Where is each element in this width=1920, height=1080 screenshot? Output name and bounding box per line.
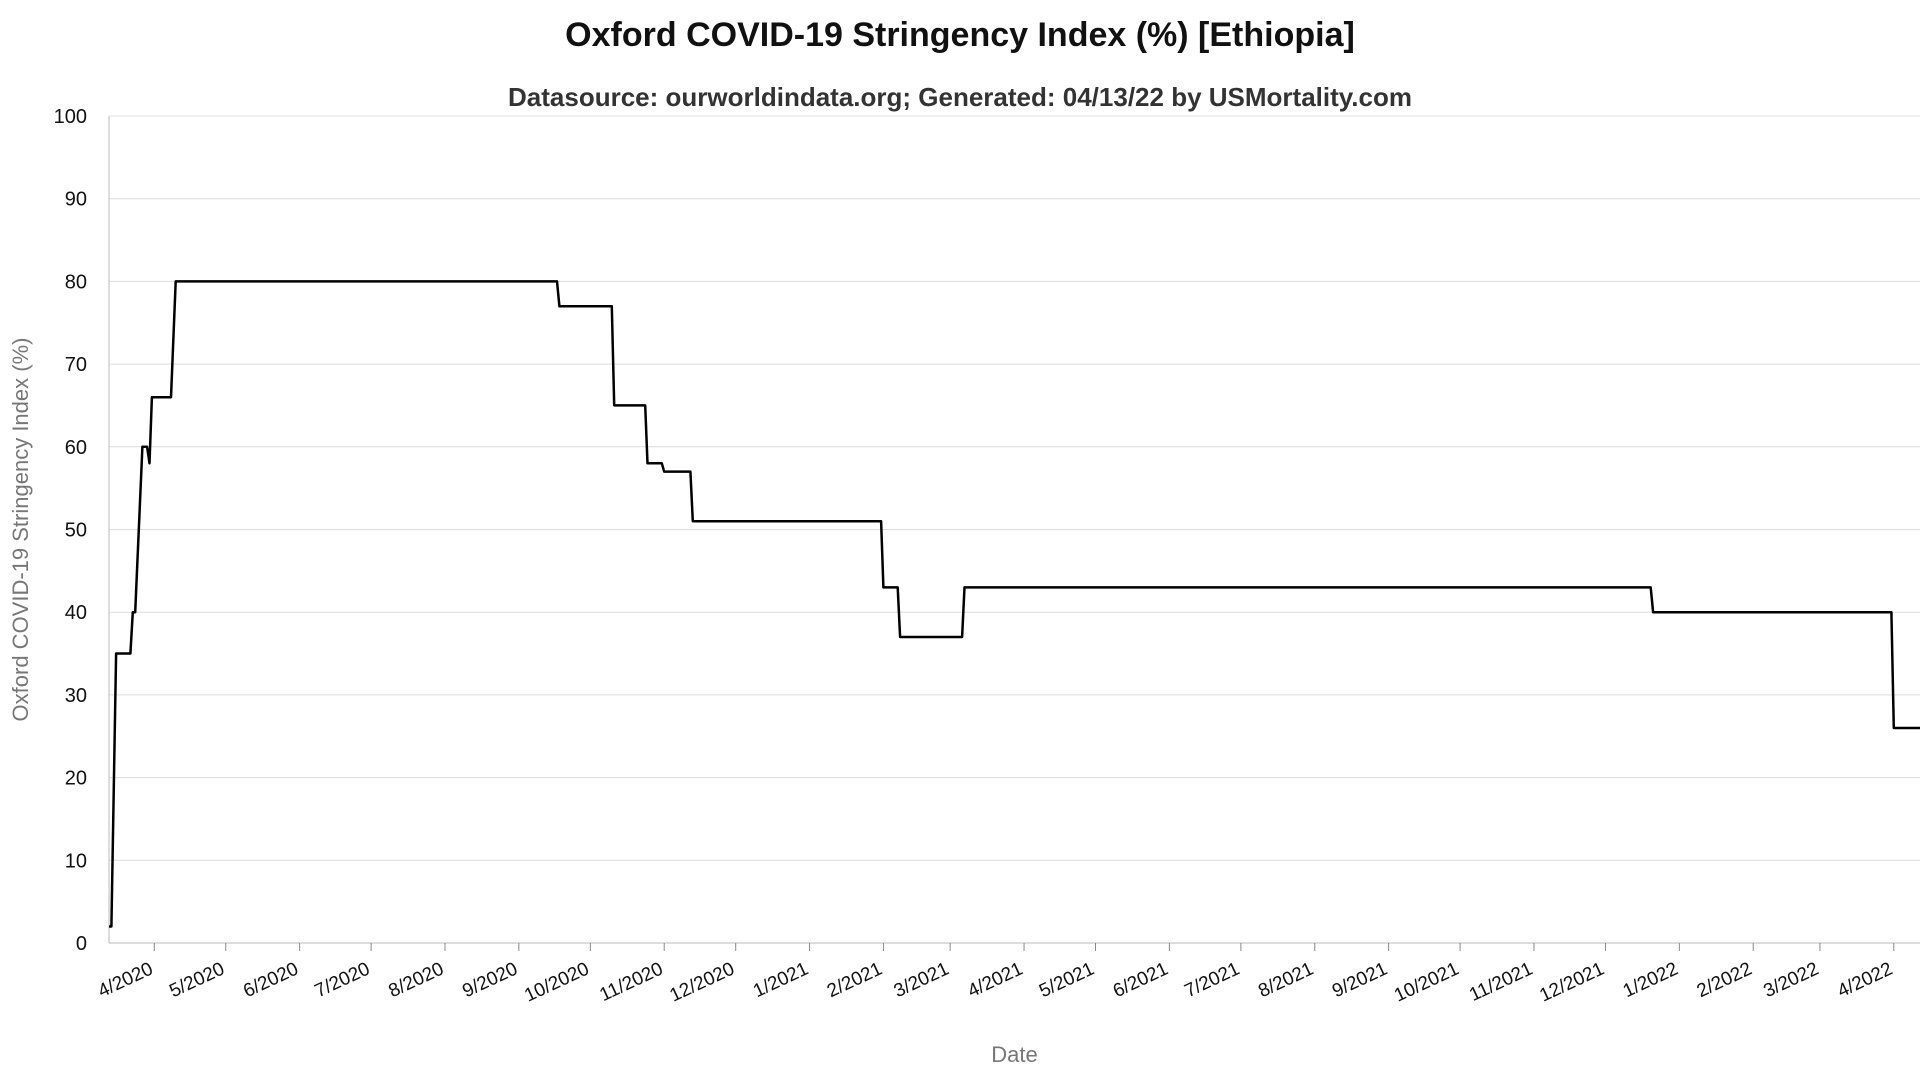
x-tick-label: 12/2020 xyxy=(667,958,738,1006)
y-tick-label: 80 xyxy=(65,271,87,293)
axes-layer xyxy=(108,116,1920,944)
chart-subtitle: Datasource: ourworldindata.org; Generate… xyxy=(508,82,1412,112)
y-tick-label: 60 xyxy=(65,437,87,459)
y-axis-title: Oxford COVID-19 Stringency Index (%) xyxy=(8,338,33,722)
y-tick-label: 30 xyxy=(65,685,87,707)
series-layer xyxy=(109,280,1920,928)
x-tick-label: 8/2021 xyxy=(1255,958,1317,1002)
y-tick-label: 40 xyxy=(65,602,87,624)
x-tick-label: 5/2020 xyxy=(166,958,228,1002)
x-ticks: 4/2020 5/2020 6/2020 7/2020 8/2020 9/2020 10/2… xyxy=(95,943,1896,1007)
x-tick-label: 10/2020 xyxy=(521,958,592,1006)
x-tick-label: 1/2021 xyxy=(750,958,812,1002)
x-tick-label: 4/2021 xyxy=(965,958,1027,1002)
y-tick-label: 20 xyxy=(65,768,87,790)
x-tick-label: 2/2022 xyxy=(1694,958,1756,1002)
x-tick-label: 9/2021 xyxy=(1329,958,1391,1002)
x-tick-label: 6/2021 xyxy=(1110,958,1172,1002)
chart-title: Oxford COVID-19 Stringency Index (%) [Et… xyxy=(565,16,1355,54)
x-tick-label: 5/2021 xyxy=(1036,958,1098,1002)
x-tick-label: 10/2021 xyxy=(1391,958,1462,1006)
x-tick-label: 4/2022 xyxy=(1834,958,1896,1002)
x-tick-label: 6/2020 xyxy=(240,958,302,1002)
x-tick-label: 9/2020 xyxy=(459,958,521,1002)
x-tick-label: 12/2021 xyxy=(1536,958,1607,1006)
y-tick-label: 100 xyxy=(54,106,87,128)
x-tick-label: 4/2020 xyxy=(95,958,157,1002)
y-tick-label: 0 xyxy=(76,933,87,955)
x-tick-label: 3/2021 xyxy=(891,958,953,1002)
x-axis-title: Date xyxy=(991,1042,1037,1067)
grid-layer xyxy=(109,115,1920,944)
x-tick-label: 11/2021 xyxy=(1466,958,1536,1005)
y-tick-label: 90 xyxy=(65,189,87,211)
x-tick-label: 7/2021 xyxy=(1181,958,1243,1002)
x-tick-label: 2/2021 xyxy=(824,958,886,1002)
y-ticks: 0 10 20 30 40 50 60 70 80 90 100 xyxy=(54,106,87,955)
y-tick-label: 70 xyxy=(65,354,87,376)
y-tick-label: 10 xyxy=(65,850,87,872)
x-tick-label: 1/2022 xyxy=(1620,958,1682,1002)
x-tick-label: 11/2020 xyxy=(596,958,666,1005)
y-tick-label: 50 xyxy=(65,520,87,542)
x-tick-label: 8/2020 xyxy=(386,958,448,1002)
series-line-0 xyxy=(109,280,1920,928)
x-tick-label: 7/2020 xyxy=(312,958,374,1002)
x-tick-label: 3/2022 xyxy=(1760,958,1822,1002)
